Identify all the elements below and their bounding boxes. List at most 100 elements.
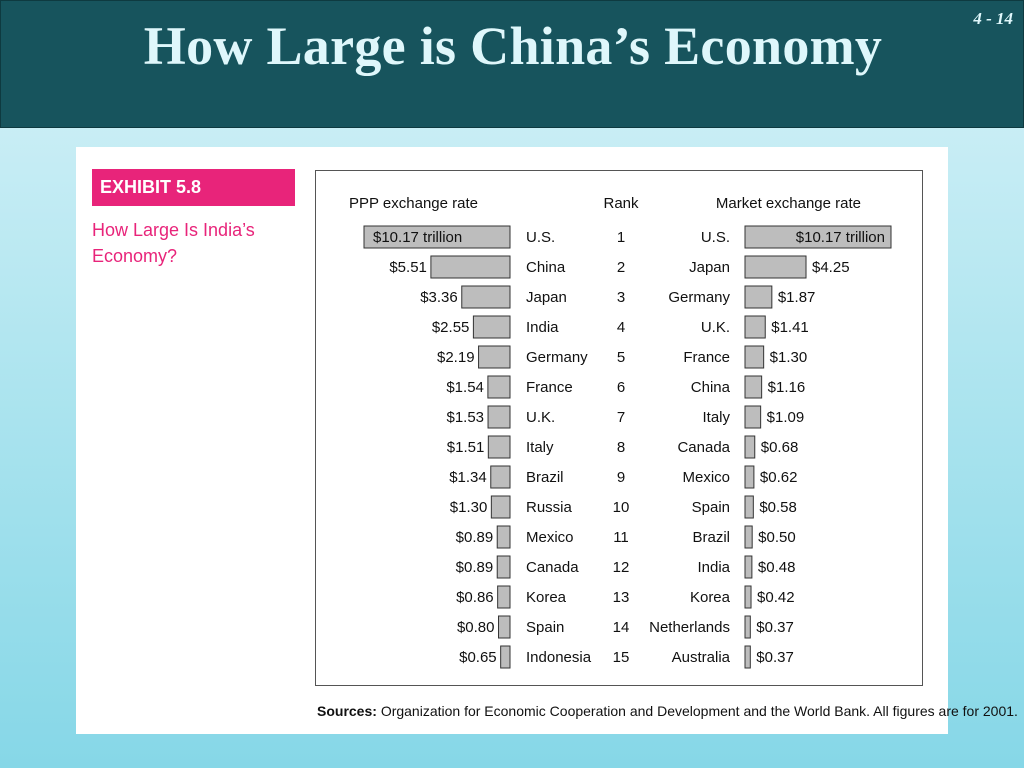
market-bar — [744, 525, 753, 549]
market-country-label: Germany — [668, 289, 730, 306]
rank-label: 4 — [617, 319, 625, 336]
slide-number: 4 - 14 — [973, 9, 1013, 28]
market-value-label: $0.50 — [758, 529, 796, 546]
market-bar — [744, 285, 773, 309]
ppp-value-label: $0.65 — [459, 649, 497, 666]
market-value-label: $0.48 — [758, 559, 796, 576]
market-value-label: $1.87 — [778, 289, 816, 306]
ppp-value-label: $10.17 trillion — [373, 229, 462, 246]
rank-label: 6 — [617, 379, 625, 396]
market-value-label: $1.16 — [768, 379, 806, 396]
ppp-bar — [430, 255, 511, 279]
ppp-country-label: India — [526, 319, 559, 336]
market-bar — [744, 585, 752, 609]
rank-label: 10 — [613, 499, 630, 516]
rank-label: 5 — [617, 349, 625, 366]
ppp-country-label: U.S. — [526, 229, 555, 246]
market-value-label: $1.30 — [770, 349, 808, 366]
exhibit-panel: EXHIBIT 5.8 How Large Is India’s Economy… — [76, 147, 1018, 734]
ppp-value-label: $0.89 — [456, 559, 494, 576]
rank-label: 14 — [613, 619, 630, 636]
rank-label: 1 — [617, 229, 625, 246]
rank-label: 2 — [617, 259, 625, 276]
exhibit-tag: EXHIBIT 5.8 — [92, 169, 295, 206]
market-country-label: China — [691, 379, 731, 396]
sources-label: Sources: — [317, 703, 377, 719]
market-country-label: Spain — [692, 499, 730, 516]
ppp-bar — [487, 375, 511, 399]
market-value-label: $0.42 — [757, 589, 795, 606]
market-header: Market exchange rate — [716, 195, 861, 212]
slide-header: How Large is China’s Economy 4 - 14 — [0, 0, 1024, 128]
rank-label: 13 — [613, 589, 630, 606]
rank-label: 15 — [613, 649, 630, 666]
ppp-bar — [472, 315, 511, 339]
market-country-label: Korea — [690, 589, 731, 606]
slide-title: How Large is China’s Economy — [143, 16, 883, 76]
ppp-country-label: France — [526, 379, 573, 396]
ppp-bar — [487, 435, 511, 459]
market-country-label: Australia — [672, 649, 731, 666]
ppp-country-label: Italy — [526, 439, 554, 456]
ppp-bar — [497, 585, 511, 609]
market-bar — [744, 495, 754, 519]
market-country-label: U.K. — [701, 319, 730, 336]
market-country-label: France — [683, 349, 730, 366]
ppp-bar — [461, 285, 511, 309]
rank-label: 11 — [613, 529, 629, 546]
rank-label: 8 — [617, 439, 625, 456]
market-bar — [744, 345, 765, 369]
rank-header: Rank — [603, 195, 639, 212]
ppp-bar — [500, 645, 511, 669]
ppp-value-label: $1.54 — [446, 379, 484, 396]
rank-label: 9 — [617, 469, 625, 486]
market-country-label: Canada — [677, 439, 730, 456]
rank-label: 7 — [617, 409, 625, 426]
market-bar — [744, 315, 766, 339]
market-country-label: India — [697, 559, 730, 576]
market-country-label: Japan — [689, 259, 730, 276]
sources-note: Sources: Organization for Economic Coope… — [317, 703, 1018, 719]
market-bar — [744, 555, 753, 579]
market-country-label: Italy — [702, 409, 730, 426]
ppp-bar — [498, 615, 511, 639]
ppp-value-label: $3.36 — [420, 289, 458, 306]
market-bar — [744, 375, 763, 399]
market-country-label: Mexico — [682, 469, 730, 486]
ppp-country-label: Germany — [526, 349, 588, 366]
market-value-label: $0.37 — [756, 619, 794, 636]
ppp-value-label: $1.30 — [450, 499, 488, 516]
ppp-value-label: $1.53 — [446, 409, 484, 426]
ppp-bar — [487, 405, 511, 429]
ppp-country-label: Mexico — [526, 529, 574, 546]
ppp-bar — [496, 555, 511, 579]
market-value-label: $0.62 — [760, 469, 798, 486]
ppp-country-label: Spain — [526, 619, 564, 636]
market-value-label: $1.41 — [771, 319, 809, 336]
ppp-country-label: Korea — [526, 589, 567, 606]
ppp-value-label: $0.80 — [457, 619, 495, 636]
rank-label: 12 — [613, 559, 630, 576]
market-bar — [744, 645, 751, 669]
market-bar — [744, 255, 807, 279]
exhibit-caption: How Large Is India’s Economy? — [92, 220, 255, 266]
ppp-value-label: $2.19 — [437, 349, 475, 366]
market-bar — [744, 225, 892, 249]
market-country-label: Netherlands — [649, 619, 730, 636]
ppp-value-label: $1.34 — [449, 469, 487, 486]
ppp-bar — [490, 495, 511, 519]
ppp-country-label: China — [526, 259, 566, 276]
gdp-comparison-chart: PPP exchange rate Rank Market exchange rat… — [349, 195, 892, 669]
ppp-value-label: $1.51 — [447, 439, 485, 456]
market-bar — [744, 465, 755, 489]
ppp-country-label: Canada — [526, 559, 579, 576]
chart-frame: PPP exchange rate Rank Market exchange rat… — [315, 170, 923, 686]
ppp-value-label: $0.89 — [456, 529, 494, 546]
ppp-value-label: $0.86 — [456, 589, 494, 606]
ppp-value-label: $2.55 — [432, 319, 470, 336]
ppp-country-label: U.K. — [526, 409, 555, 426]
ppp-bar — [478, 345, 511, 369]
rank-label: 3 — [617, 289, 625, 306]
market-value-label: $0.68 — [761, 439, 799, 456]
ppp-country-label: Russia — [526, 499, 573, 516]
